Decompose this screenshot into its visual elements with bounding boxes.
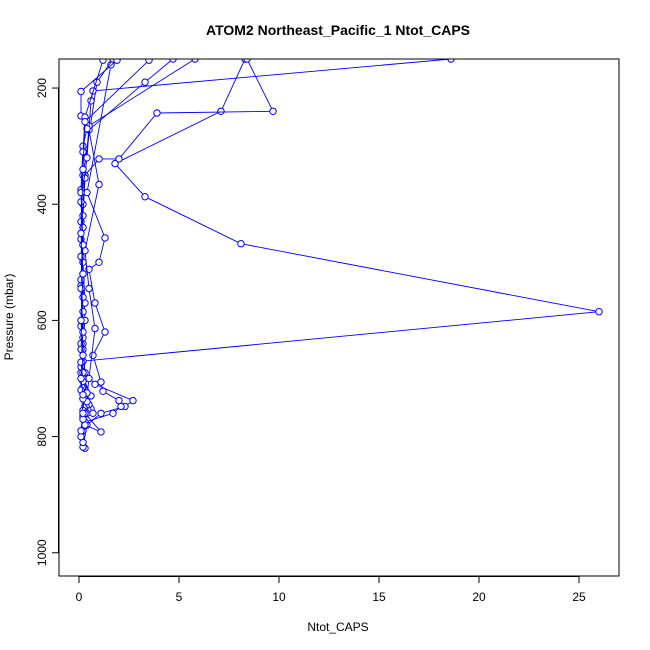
data-point <box>79 293 87 301</box>
data-point <box>129 396 137 405</box>
data-point <box>79 165 87 174</box>
series-line <box>80 59 274 448</box>
data-point <box>81 118 89 126</box>
data-point <box>97 409 105 417</box>
data-point <box>77 252 85 261</box>
y-tick-label: 200 <box>35 78 49 98</box>
x-tick-label: 25 <box>572 590 586 604</box>
data-point <box>109 409 117 417</box>
x-axis-label: Ntot_CAPS <box>307 620 368 634</box>
data-point <box>83 125 91 133</box>
data-point <box>89 409 97 417</box>
data-point <box>77 87 85 96</box>
data-point <box>141 193 149 201</box>
data-point <box>145 59 153 64</box>
data-point <box>113 59 121 64</box>
data-point <box>101 328 109 336</box>
y-axis-label: Pressure (mbar) <box>2 274 16 361</box>
data-point <box>83 154 91 162</box>
x-tick-label: 0 <box>76 590 83 604</box>
chart-title: ATOM2 Northeast_Pacific_1 Ntot_CAPS <box>206 22 470 38</box>
y-tick-label: 800 <box>35 426 49 446</box>
data-point <box>97 378 105 386</box>
data-point <box>95 155 103 163</box>
series-line <box>82 59 600 449</box>
data-point <box>217 107 225 116</box>
data-point <box>77 316 85 325</box>
data-point <box>101 234 109 242</box>
data-point <box>595 308 603 316</box>
data-point <box>79 308 87 316</box>
data-point <box>77 229 85 238</box>
data-point <box>91 324 99 333</box>
data-point <box>77 188 85 197</box>
series-line <box>80 59 196 433</box>
data-point <box>79 351 87 359</box>
data-point <box>115 396 123 405</box>
data-point <box>77 284 85 293</box>
series-line <box>82 59 122 443</box>
x-tick-label: 10 <box>272 590 286 604</box>
data-point <box>237 240 245 248</box>
data-point <box>77 374 85 383</box>
series-7 <box>77 59 455 423</box>
data-point <box>191 59 199 63</box>
data-point <box>243 59 251 63</box>
x-tick-label: 5 <box>176 590 183 604</box>
x-tick-label: 20 <box>472 590 486 604</box>
data-point <box>91 299 99 307</box>
y-axis: 200 400 600 800 1000 <box>35 78 59 566</box>
data-point <box>79 212 87 220</box>
data-point <box>447 59 455 63</box>
data-point <box>141 78 149 86</box>
data-point <box>79 409 87 417</box>
y-tick-label: 400 <box>35 194 49 214</box>
data-point <box>169 59 177 63</box>
x-tick-label: 15 <box>372 590 386 604</box>
data-point <box>95 180 103 189</box>
series-2 <box>77 59 277 451</box>
data-point <box>153 109 161 117</box>
series-line <box>80 59 150 395</box>
data-point <box>115 155 123 163</box>
series-line <box>80 59 452 420</box>
data-point <box>85 284 93 293</box>
y-tick-label: 1000 <box>35 539 49 566</box>
data-point <box>95 258 103 266</box>
x-axis: 0 5 10 15 20 25 <box>76 576 586 604</box>
data-point <box>79 391 87 399</box>
data-point <box>79 270 87 278</box>
data-point <box>89 351 97 359</box>
series-layer <box>77 59 603 452</box>
data-point <box>79 328 87 336</box>
y-tick-label: 600 <box>35 310 49 330</box>
data-point <box>111 159 119 168</box>
data-point <box>269 107 277 116</box>
data-point <box>99 59 107 64</box>
data-point <box>99 387 107 395</box>
data-point <box>85 374 93 383</box>
series-10 <box>77 59 153 399</box>
data-point <box>97 428 105 436</box>
data-point <box>79 241 87 249</box>
data-point <box>91 380 99 388</box>
data-point <box>77 427 85 435</box>
data-point <box>77 358 85 366</box>
data-point <box>79 148 87 156</box>
